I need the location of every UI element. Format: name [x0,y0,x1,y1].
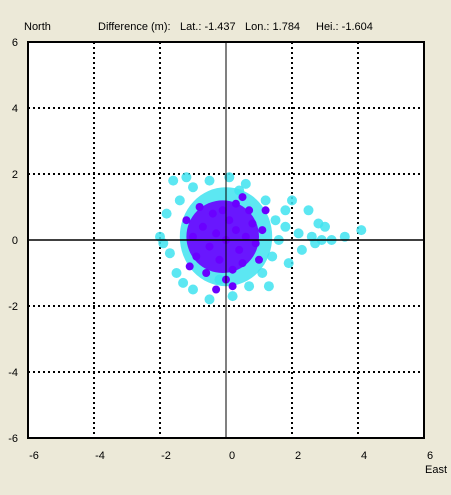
data-point-halo [168,175,179,186]
data-point-halo [257,268,268,278]
y-tick-label: 2 [12,169,18,181]
data-point-core [185,262,194,271]
data-point-halo [164,248,175,259]
x-tick-label: -2 [161,450,171,462]
difference-label: Difference (m): [98,21,171,33]
data-point-core [238,193,247,202]
data-point-halo [204,175,215,186]
data-point-halo [303,205,314,216]
data-point-halo [158,238,169,249]
data-point-core [258,226,267,235]
data-point-halo [188,182,198,193]
data-point-halo [224,172,235,183]
y-tick-label: -2 [8,301,18,313]
data-point-core [241,232,250,241]
x-tick-label: 2 [295,450,301,462]
data-point-halo [310,238,321,249]
data-point-core [182,216,191,225]
data-point-core [215,255,224,264]
data-point-halo [356,225,367,236]
data-point-halo [227,291,238,302]
data-point-halo [339,231,350,242]
data-point-halo [280,221,291,232]
data-point-core [251,239,260,248]
hei-readout: Hei.: -1.604 [316,21,373,33]
core-cloud [186,200,259,273]
x-tick-label: 0 [229,450,235,462]
x-tick-label: -6 [29,450,39,462]
data-point-core [225,216,234,225]
data-point-core [192,252,201,261]
data-point-core [212,285,221,294]
data-point-core [228,265,237,274]
y-tick-label: 6 [12,37,18,49]
data-point-core [238,259,247,268]
data-point-core [228,282,237,291]
x-axis-label: East [425,464,447,476]
data-point-halo [161,208,172,219]
data-point-halo [244,281,255,292]
y-tick-label: -4 [8,367,18,379]
data-point-core [235,245,244,254]
data-point-halo [171,268,182,278]
x-tick-label: 6 [427,450,433,462]
data-point-core [212,229,221,238]
x-tick-label: -4 [95,450,105,462]
data-point-core [195,203,204,211]
data-point-halo [240,178,251,189]
data-point-core [189,232,197,241]
plot-border [27,41,425,439]
data-point-halo [287,195,297,206]
data-point-core [245,206,254,215]
data-point-halo [181,172,192,183]
data-point-halo [320,221,330,232]
data-point-core [218,206,227,215]
data-point-halo [204,294,215,305]
data-point-core [248,219,257,228]
data-point-halo [296,244,307,255]
data-point-core [231,226,240,235]
data-point-halo [293,228,304,239]
data-point-core [208,209,217,218]
data-point-core [231,199,240,208]
lat-readout: Lat.: -1.437 [180,21,236,33]
x-tick-label: 4 [361,450,367,462]
data-point-halo [280,205,291,216]
y-tick-label: -6 [8,433,18,445]
data-point-halo [188,284,198,295]
y-tick-label: 4 [12,103,18,115]
data-point-core [261,206,270,215]
north-label: North [24,21,51,33]
y-tick-label: 0 [12,235,18,247]
data-point-core [202,269,211,277]
data-point-core [205,242,214,251]
data-point-halo [283,258,294,269]
data-point-halo [174,195,185,206]
data-point-core [198,222,207,231]
data-point-halo [270,215,281,226]
data-point-core [255,255,263,264]
data-point-halo [267,251,278,262]
data-point-halo [260,195,271,206]
lon-readout: Lon.: 1.784 [245,21,301,33]
data-point-halo [178,277,189,288]
data-point-halo [263,281,274,292]
